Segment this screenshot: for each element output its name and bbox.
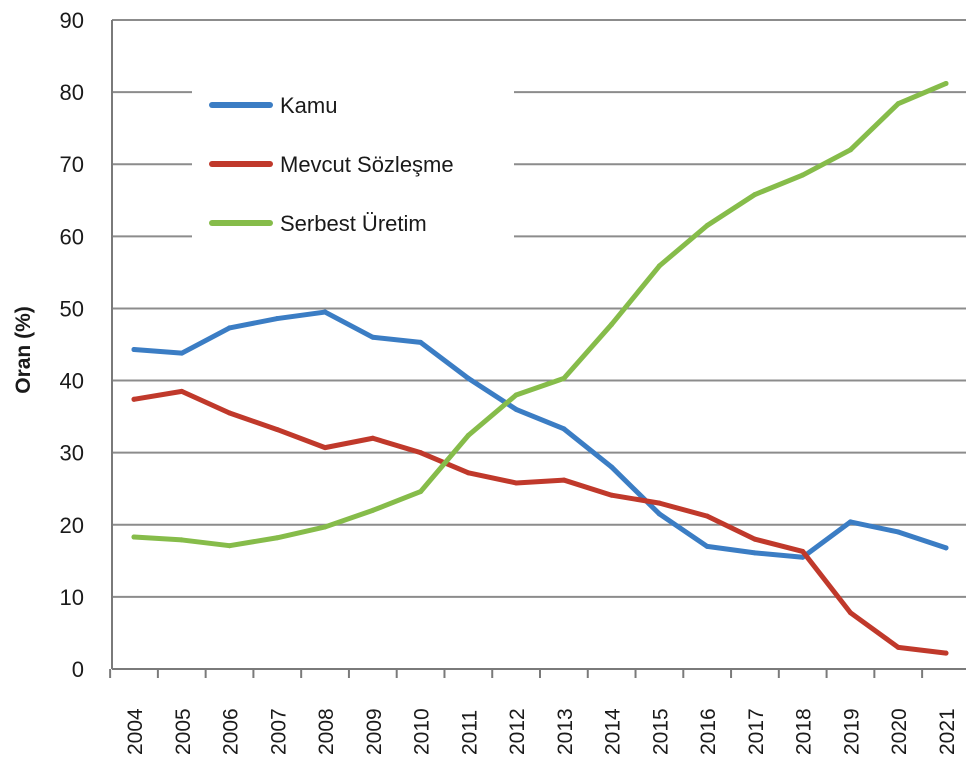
y-tick-label: 90 xyxy=(60,8,84,33)
data-point xyxy=(609,321,615,327)
data-point xyxy=(418,489,424,495)
data-point xyxy=(274,535,280,541)
x-tick-label: 2017 xyxy=(745,708,768,755)
data-point xyxy=(131,347,137,353)
data-point xyxy=(800,172,806,178)
data-point xyxy=(465,432,471,438)
y-tick-label: 40 xyxy=(60,369,84,394)
x-tick-label: 2013 xyxy=(554,708,577,755)
data-point xyxy=(227,325,233,331)
data-point xyxy=(561,477,567,483)
data-point xyxy=(752,536,758,542)
x-tick-label: 2005 xyxy=(172,708,195,755)
x-tick-label: 2018 xyxy=(793,708,816,755)
data-point xyxy=(561,426,567,432)
legend-label: Kamu xyxy=(280,93,337,118)
legend-label: Serbest Üretim xyxy=(280,211,427,236)
data-point xyxy=(513,480,519,486)
legend: Kamu Mevcut Sözleşme Serbest Üretim xyxy=(192,76,514,248)
data-point xyxy=(561,375,567,381)
data-point xyxy=(704,223,710,229)
x-tick-label: 2007 xyxy=(267,708,290,755)
data-point xyxy=(227,410,233,416)
data-point xyxy=(465,470,471,476)
data-point xyxy=(609,464,615,470)
x-tick-label: 2014 xyxy=(602,708,625,755)
data-point xyxy=(609,492,615,498)
x-tick-label: 2015 xyxy=(649,708,672,755)
data-point xyxy=(322,309,328,315)
x-tick-label: 2009 xyxy=(363,708,386,755)
x-tick-label: 2012 xyxy=(506,708,529,755)
y-tick-label: 80 xyxy=(60,80,84,105)
data-point xyxy=(227,543,233,549)
data-point xyxy=(704,513,710,519)
x-tick-label: 2010 xyxy=(411,708,434,755)
y-tick-label: 10 xyxy=(60,585,84,610)
data-point xyxy=(800,548,806,554)
data-point xyxy=(274,316,280,322)
data-point xyxy=(418,450,424,456)
series-serbest-retim xyxy=(131,80,949,549)
data-point xyxy=(179,350,185,356)
axes xyxy=(109,20,966,678)
x-tick-label: 2008 xyxy=(315,708,338,755)
data-point xyxy=(895,529,901,535)
x-tick-label: 2019 xyxy=(840,708,863,755)
data-point xyxy=(895,644,901,650)
data-point xyxy=(895,101,901,107)
series-mevcut-s-zle-me xyxy=(131,388,949,656)
x-tick-label: 2021 xyxy=(936,708,959,755)
y-tick-label: 50 xyxy=(60,296,84,321)
data-point xyxy=(370,435,376,441)
series-line xyxy=(131,388,949,656)
data-point xyxy=(370,507,376,513)
y-tick-label: 70 xyxy=(60,152,84,177)
data-point xyxy=(847,147,853,153)
data-point xyxy=(513,406,519,412)
data-point xyxy=(943,80,949,86)
data-point xyxy=(513,392,519,398)
series-line xyxy=(131,309,949,560)
series xyxy=(131,80,949,656)
data-point xyxy=(943,650,949,656)
y-tick-label: 0 xyxy=(72,657,84,682)
x-axis-ticks: 2004 2005 2006 2007 2008 2009 2010 2011 2012 2013… xyxy=(124,708,959,755)
series-line xyxy=(131,80,949,549)
data-point xyxy=(656,263,662,269)
data-point xyxy=(322,524,328,530)
legend-label: Mevcut Sözleşme xyxy=(280,152,454,177)
x-tick-label: 2004 xyxy=(124,708,147,755)
y-tick-label: 60 xyxy=(60,224,84,249)
x-tick-label: 2011 xyxy=(458,710,481,755)
data-point xyxy=(847,610,853,616)
data-point xyxy=(465,375,471,381)
data-point xyxy=(418,339,424,345)
data-point xyxy=(847,519,853,525)
data-point xyxy=(656,511,662,517)
data-point xyxy=(274,427,280,433)
data-point xyxy=(752,192,758,198)
data-point xyxy=(656,500,662,506)
y-axis-ticks: 0 10 20 30 40 50 60 70 80 90 xyxy=(60,8,84,682)
data-point xyxy=(752,550,758,556)
data-point xyxy=(943,545,949,551)
data-point xyxy=(179,537,185,543)
x-tick-label: 2016 xyxy=(697,708,720,755)
y-axis-label: Oran (%) xyxy=(12,306,35,394)
x-tick-label: 2006 xyxy=(220,708,243,755)
series-kamu xyxy=(131,309,949,560)
y-tick-label: 20 xyxy=(60,513,84,538)
data-point xyxy=(131,534,137,540)
data-point xyxy=(131,396,137,402)
data-point xyxy=(370,334,376,340)
y-tick-label: 30 xyxy=(60,441,84,466)
data-point xyxy=(322,445,328,451)
x-tick-label: 2020 xyxy=(888,708,911,755)
data-point xyxy=(179,388,185,394)
data-point xyxy=(704,543,710,549)
